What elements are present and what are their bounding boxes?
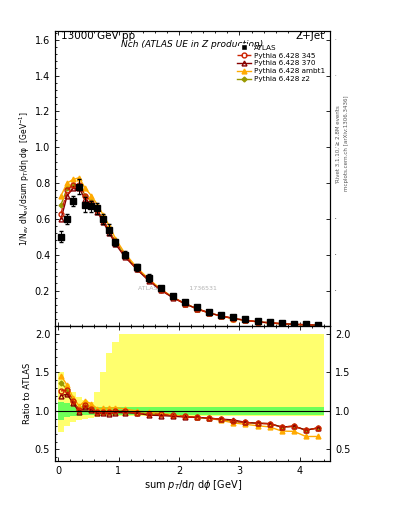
X-axis label: sum $p_T$/d$\eta$ d$\phi$ [GeV]: sum $p_T$/d$\eta$ d$\phi$ [GeV] — [143, 478, 242, 493]
Legend: ATLAS, Pythia 6.428 345, Pythia 6.428 370, Pythia 6.428 ambt1, Pythia 6.428 z2: ATLAS, Pythia 6.428 345, Pythia 6.428 37… — [235, 43, 327, 83]
Text: ATLAS                1736531: ATLAS 1736531 — [138, 286, 217, 291]
Text: Rivet 3.1.10, ≥ 2.8M events: Rivet 3.1.10, ≥ 2.8M events — [336, 105, 341, 182]
Y-axis label: Ratio to ATLAS: Ratio to ATLAS — [23, 363, 32, 424]
Text: 13000 GeV pp: 13000 GeV pp — [61, 31, 135, 41]
Text: mcplots.cern.ch [arXiv:1306.3436]: mcplots.cern.ch [arXiv:1306.3436] — [344, 96, 349, 191]
Text: Z+Jet: Z+Jet — [296, 31, 325, 41]
Text: Nch (ATLAS UE in Z production): Nch (ATLAS UE in Z production) — [121, 39, 264, 49]
Y-axis label: 1/N$_{ev}$ dN$_{ev}$/dsum p$_T$/dη dφ  [GeV$^{-1}$]: 1/N$_{ev}$ dN$_{ev}$/dsum p$_T$/dη dφ [G… — [18, 111, 32, 246]
